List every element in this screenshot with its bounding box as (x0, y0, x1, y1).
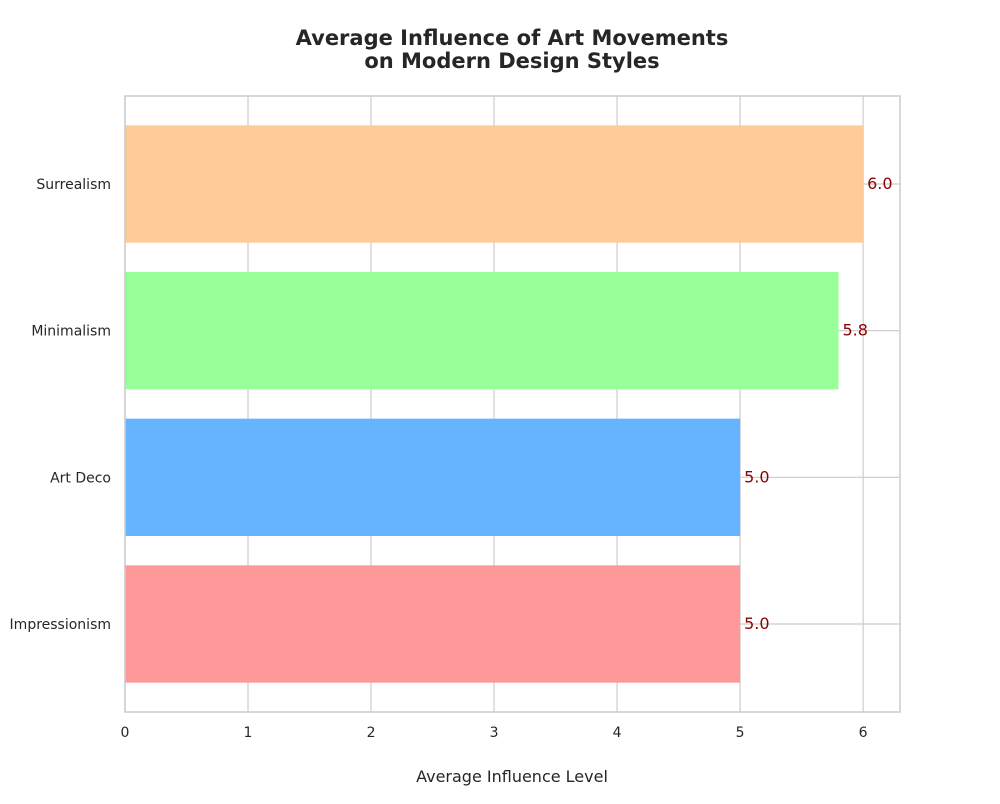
y-tick-label: Surrealism (36, 177, 111, 193)
data-labels: 5.0 5.0 5.8 6.0 (744, 174, 892, 633)
x-tick-label: 5 (736, 725, 745, 741)
bar (125, 272, 839, 390)
bar-value-label: 6.0 (867, 174, 892, 193)
x-tick-label: 3 (490, 725, 499, 741)
x-tick-label: 0 (121, 725, 130, 741)
x-tick-label: 6 (859, 725, 868, 741)
bar (125, 565, 741, 683)
x-axis-label: Average Influence Level (416, 767, 608, 786)
x-tick-label: 4 (613, 725, 622, 741)
x-tick-label: 2 (367, 725, 376, 741)
tick-labels: 0 1 2 3 4 5 6 Impressionism Art Deco Minimalism Su… (10, 177, 868, 741)
y-tick-label: Impressionism (10, 617, 111, 633)
bar-value-label: 5.0 (744, 614, 769, 633)
bars (125, 125, 864, 683)
chart-title: Average Influence of Art Movements on Mod… (296, 26, 729, 73)
bar-value-label: 5.0 (744, 467, 769, 486)
x-tick-label: 1 (244, 725, 253, 741)
bar-value-label: 5.8 (842, 321, 867, 340)
y-tick-label: Art Deco (50, 470, 111, 486)
bar (125, 418, 741, 536)
y-tick-label: Minimalism (31, 324, 111, 340)
plot-frame (124, 95, 901, 713)
bar (125, 125, 864, 243)
